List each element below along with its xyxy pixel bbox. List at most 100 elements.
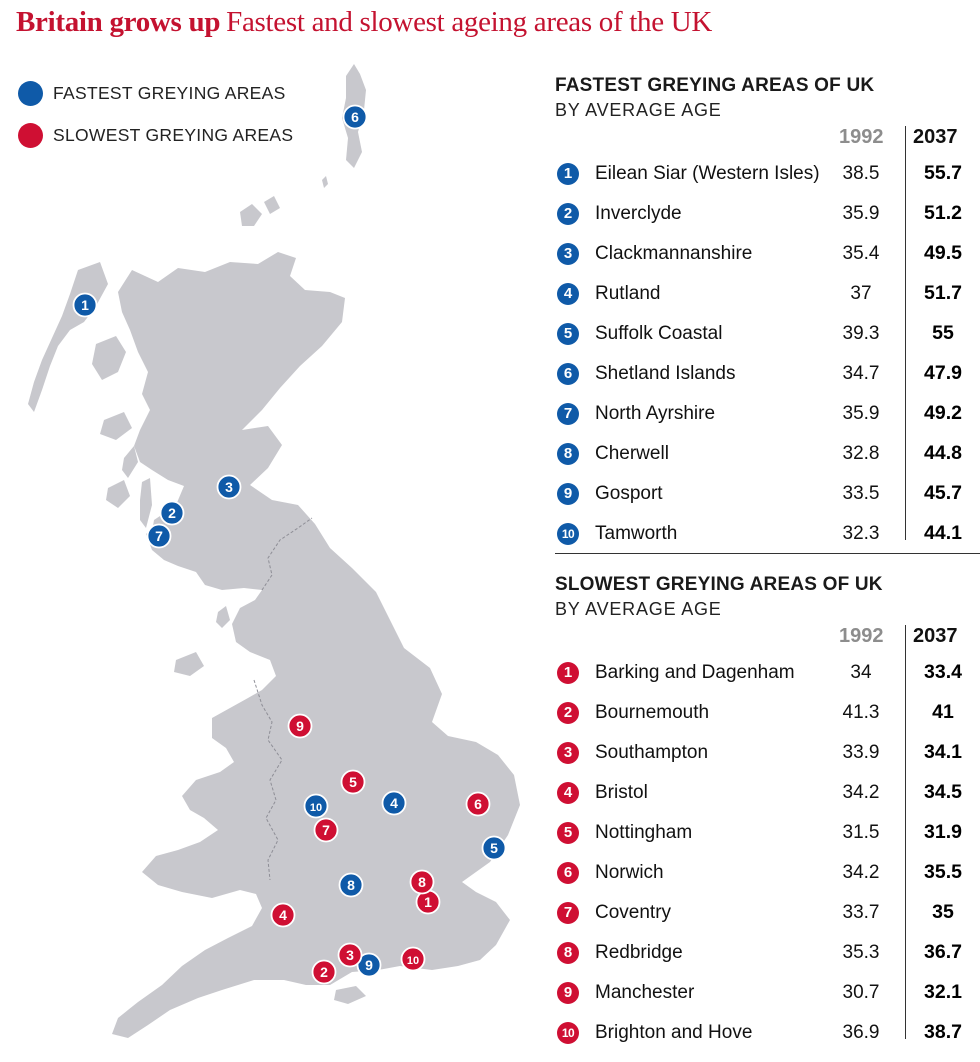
marker-circle-icon	[465, 791, 491, 817]
area-name: Brighton and Hove	[595, 1022, 753, 1043]
map-marker-fastest-6: 6	[342, 104, 368, 130]
map-marker-fastest-10: 10	[303, 793, 329, 819]
slowest-row: 8 Redbridge 35.3 36.7	[555, 933, 980, 973]
age-2037: 49.5	[924, 242, 962, 264]
fastest-row: 7 North Ayrshire 35.9 49.2	[555, 394, 980, 434]
area-name: Norwich	[595, 862, 664, 883]
rank-badge-icon: 5	[557, 323, 579, 345]
age-2037: 51.2	[924, 202, 962, 224]
country-borders	[253, 517, 313, 881]
rank-badge-icon: 9	[557, 483, 579, 505]
title-subtitle: Fastest and slowest ageing areas of the …	[226, 6, 713, 38]
slowest-table: 1 Barking and Dagenham 34 33.4 2 Bournemouth 4…	[555, 653, 980, 1053]
great-britain-outline	[112, 252, 520, 1038]
age-2037: 51.7	[924, 282, 962, 304]
map-marker-slowest-2: 2	[311, 959, 337, 985]
map-marker-slowest-4: 4	[270, 902, 296, 928]
map-marker-fastest-3: 3	[216, 474, 242, 500]
map-markers: 1 2 3 4 5 6 7 8 9 10 1 2 3 4 5 6 7 8 9 10	[72, 104, 507, 985]
fastest-row: 9 Gosport 33.5 45.7	[555, 474, 980, 514]
age-1992: 32.3	[842, 523, 880, 544]
rank-badge-icon: 7	[557, 403, 579, 425]
marker-circle-icon	[481, 835, 507, 861]
marker-number: 9	[365, 957, 373, 973]
rank-badge-icon: 1	[557, 163, 579, 185]
section-divider	[555, 553, 980, 554]
age-2037: 41	[932, 701, 954, 723]
isle-of-wight-outline	[334, 986, 366, 1004]
area-name: Tamworth	[595, 523, 678, 544]
fastest-heading: FASTEST GREYING AREAS OF UK	[555, 75, 875, 96]
islay-outline	[106, 480, 130, 508]
age-2037: 45.7	[924, 482, 962, 504]
marker-circle-icon	[146, 523, 172, 549]
slowest-row: 3 Southampton 33.9 34.1	[555, 733, 980, 773]
area-name: Cherwell	[595, 443, 669, 464]
fastest-row: 3 Clackmannanshire 35.4 49.5	[555, 234, 980, 274]
map-marker-slowest-5: 5	[340, 769, 366, 795]
marker-number: 6	[474, 796, 482, 812]
area-name: Barking and Dagenham	[595, 662, 795, 683]
fastest-row: 8 Cherwell 32.8 44.8	[555, 434, 980, 474]
marker-circle-icon	[409, 869, 435, 895]
orkney-outline	[240, 204, 262, 226]
slowest-row: 1 Barking and Dagenham 34 33.4	[555, 653, 980, 693]
orkney-outline-2	[264, 196, 280, 214]
area-name: Gosport	[595, 483, 663, 504]
marker-number: 6	[351, 109, 359, 125]
fastest-subheading: BY AVERAGE AGE	[555, 100, 722, 120]
legend-label-fastest: FASTEST GREYING AREAS	[53, 82, 286, 103]
slowest-row: 6 Norwich 34.2 35.5	[555, 853, 980, 893]
marker-number: 7	[155, 528, 163, 544]
fastest-col-2037: 2037	[913, 126, 958, 148]
area-name: Southampton	[595, 742, 709, 763]
age-1992: 35.9	[842, 403, 880, 424]
fastest-row: 1 Eilean Siar (Western Isles) 38.5 55.7	[555, 154, 980, 194]
legend-item-slowest: SLOWEST GREYING AREAS	[18, 114, 293, 156]
marker-number: 1	[81, 297, 89, 313]
age-2037: 47.9	[924, 362, 962, 384]
age-1992: 35.4	[842, 243, 880, 264]
map-marker-slowest-8: 8	[409, 869, 435, 895]
marker-circle-icon	[313, 817, 339, 843]
map-marker-fastest-7: 7	[146, 523, 172, 549]
age-1992: 30.7	[842, 982, 880, 1003]
age-1992: 34.7	[842, 363, 880, 384]
marker-number: 10	[310, 802, 322, 814]
age-2037: 34.1	[924, 741, 962, 763]
age-1992: 35.3	[842, 942, 880, 963]
fastest-row: 10 Tamworth 32.3 44.1	[555, 514, 980, 554]
area-name: North Ayrshire	[595, 403, 716, 424]
map-marker-slowest-7: 7	[313, 817, 339, 843]
marker-number: 4	[390, 795, 398, 811]
age-1992: 39.3	[842, 323, 880, 344]
area-name: Nottingham	[595, 822, 693, 843]
title-bold: Britain grows up	[16, 6, 221, 38]
age-1992: 33.5	[842, 483, 880, 504]
marker-circle-icon	[338, 872, 364, 898]
rank-badge-icon: 4	[557, 782, 579, 804]
age-2037: 33.4	[924, 661, 962, 683]
uk-landmass	[28, 64, 520, 1038]
rank-badge-icon: 1	[557, 662, 579, 684]
marker-circle-icon	[311, 959, 337, 985]
fastest-row: 4 Rutland 37 51.7	[555, 274, 980, 314]
slowest-column-headers: 1992 2037	[555, 621, 980, 653]
fastest-panel: FASTEST GREYING AREAS OF UK BY AVERAGE A…	[555, 74, 980, 554]
scotland-england-border	[261, 517, 313, 591]
marker-number: 3	[346, 947, 354, 963]
area-name: Inverclyde	[595, 203, 682, 224]
rank-badge-icon: 10	[557, 523, 579, 545]
skye-outline	[92, 336, 126, 380]
marker-circle-icon	[356, 952, 382, 978]
age-2037: 36.7	[924, 941, 962, 963]
marker-number: 7	[322, 822, 330, 838]
area-name: Shetland Islands	[595, 363, 736, 384]
rank-badge-icon: 6	[557, 862, 579, 884]
map-marker-slowest-9: 9	[287, 713, 313, 739]
area-name: Eilean Siar (Western Isles)	[595, 163, 820, 184]
outer-hebrides-outline	[28, 262, 108, 412]
fastest-col-1992: 1992	[839, 126, 884, 148]
marker-number: 2	[320, 964, 328, 980]
age-2037: 35.5	[924, 861, 962, 883]
